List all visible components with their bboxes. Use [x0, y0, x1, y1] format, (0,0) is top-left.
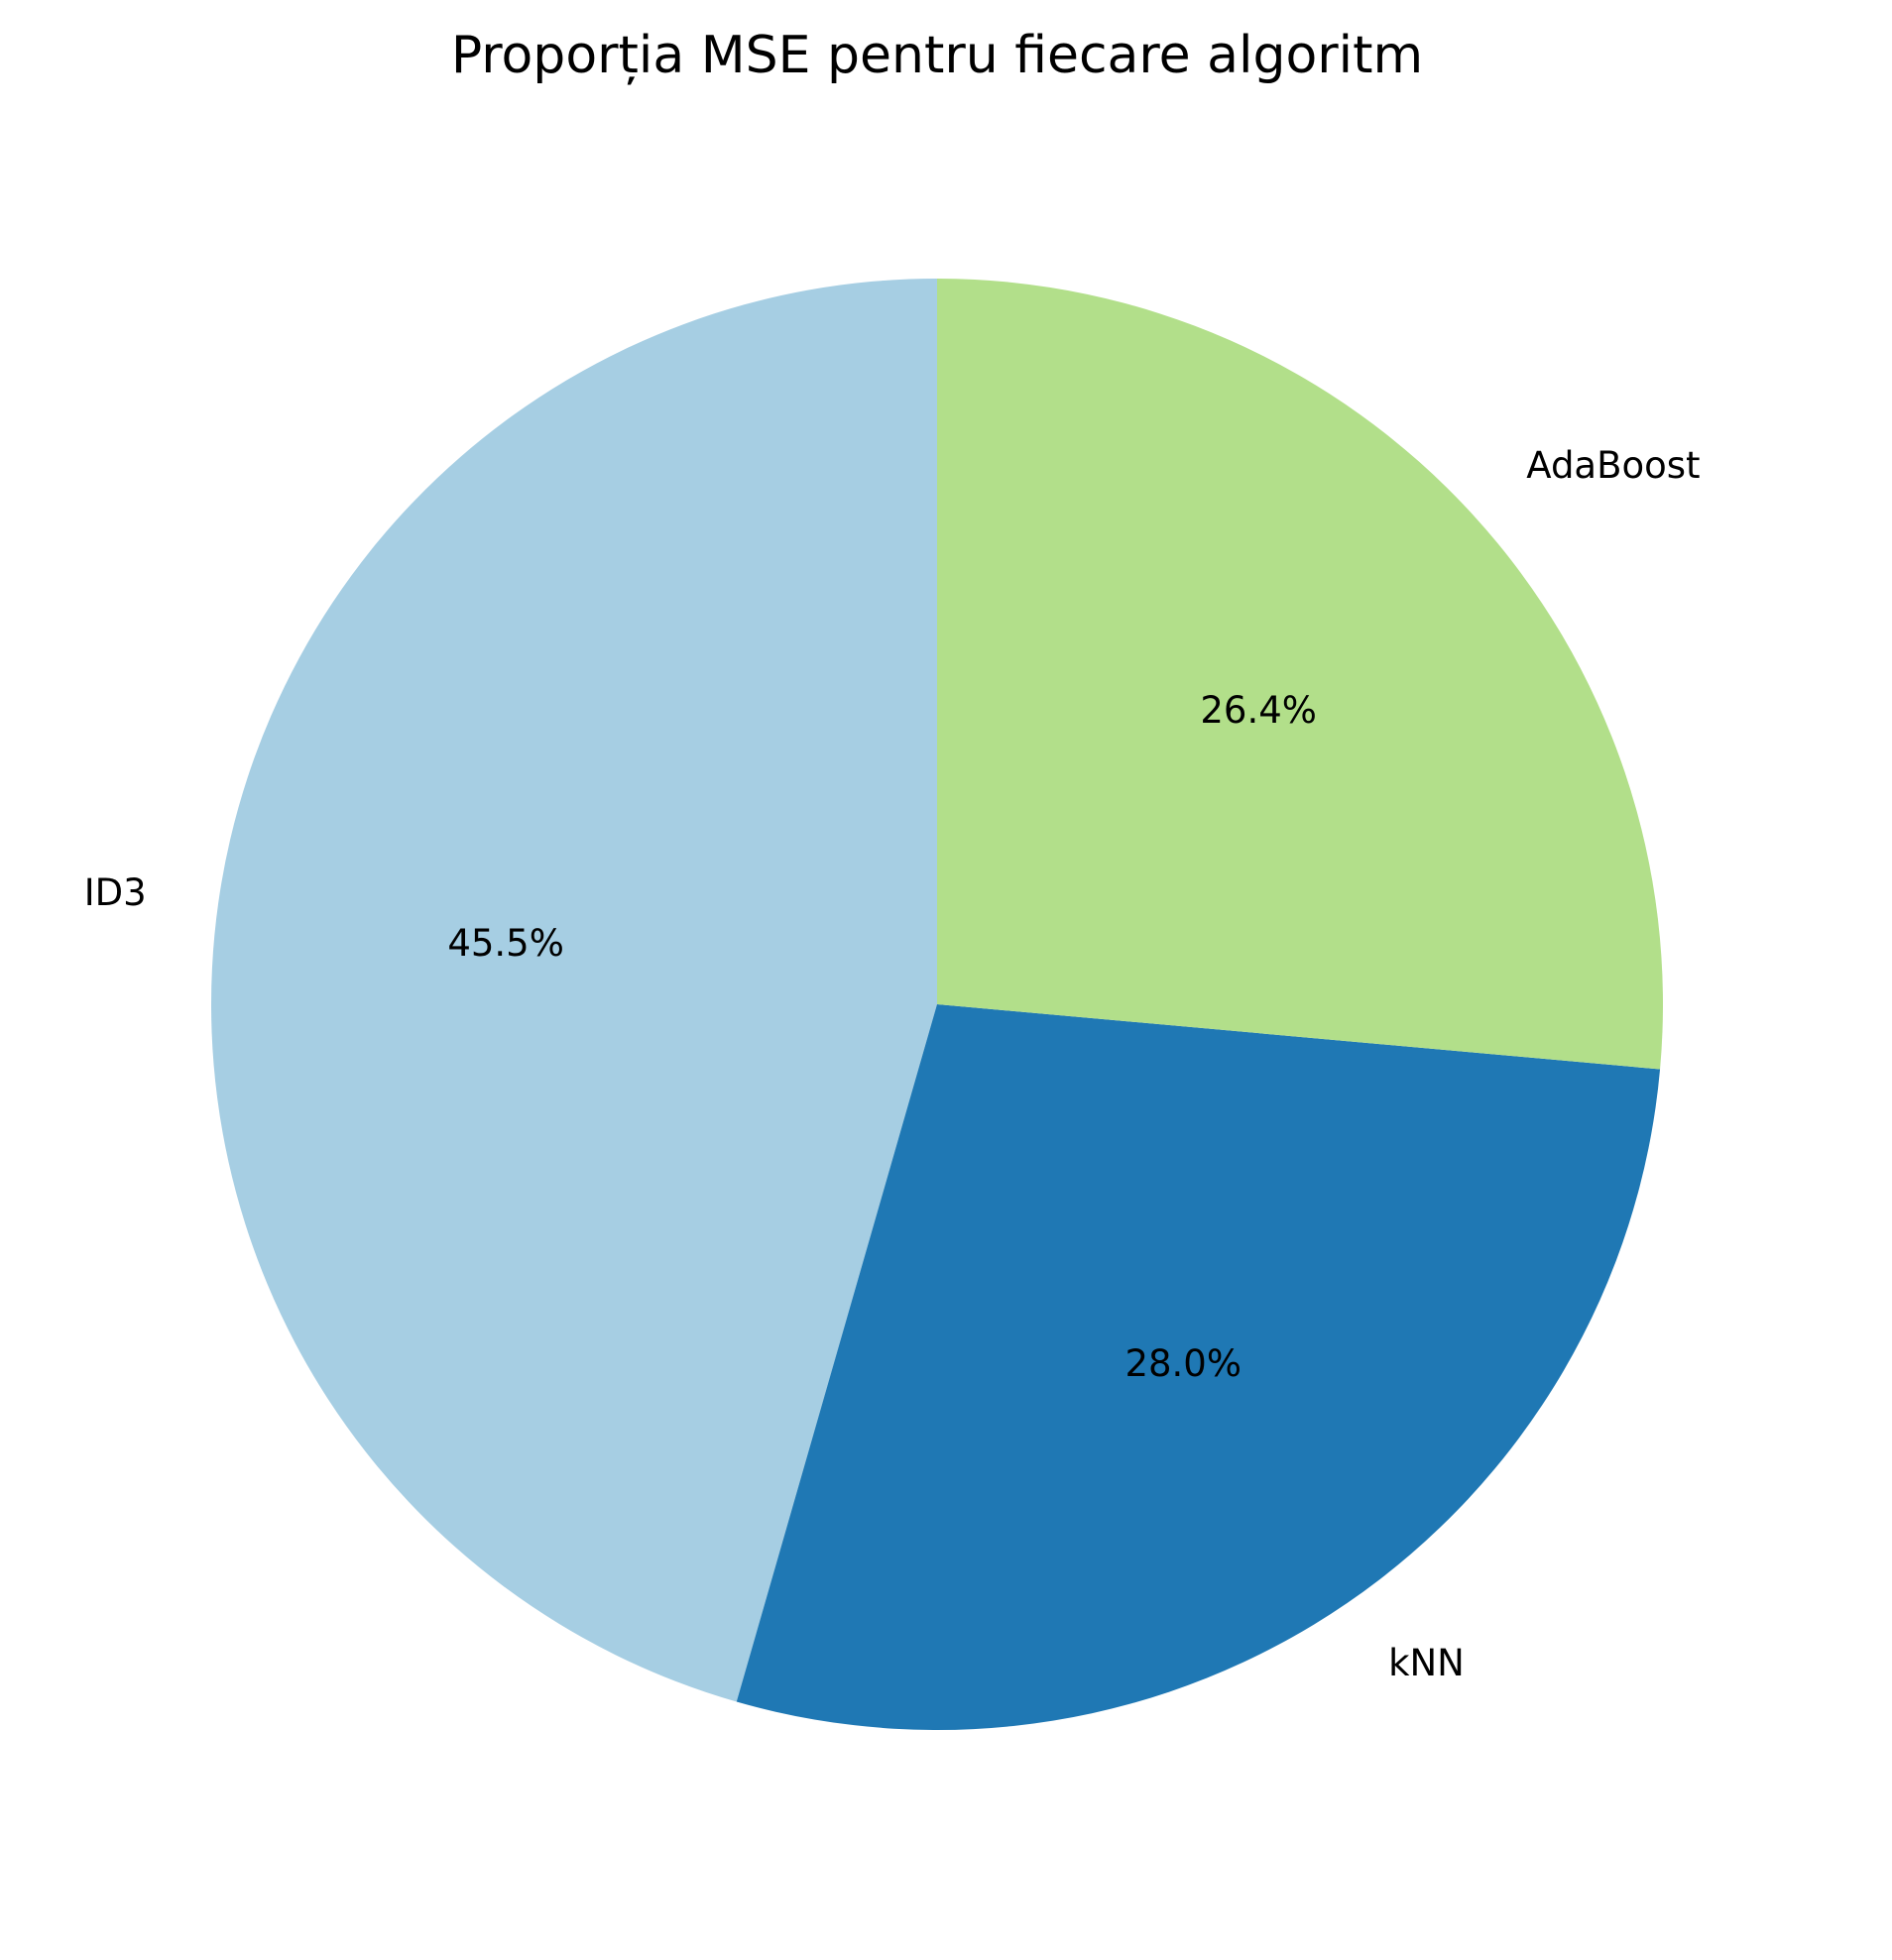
pie-slices	[211, 279, 1663, 1730]
slice-percent-knn: 28.0%	[1124, 1342, 1242, 1385]
slice-label-id3: ID3	[84, 871, 147, 914]
slice-percent-id3: 45.5%	[447, 922, 564, 965]
slice-label-knn: kNN	[1388, 1642, 1465, 1684]
pie-slice-knn	[736, 1004, 1661, 1730]
slice-percent-adaboost: 26.4%	[1200, 689, 1317, 732]
pie-labels: ID3 45.5% kNN 28.0% AdaBoost 26.4%	[84, 444, 1701, 1684]
chart-title: Proporția MSE pentru fiecare algoritm	[451, 26, 1423, 85]
slice-label-adaboost: AdaBoost	[1526, 444, 1700, 487]
pie-slice-id3	[211, 279, 937, 1702]
pie-slice-adaboost	[937, 279, 1663, 1070]
